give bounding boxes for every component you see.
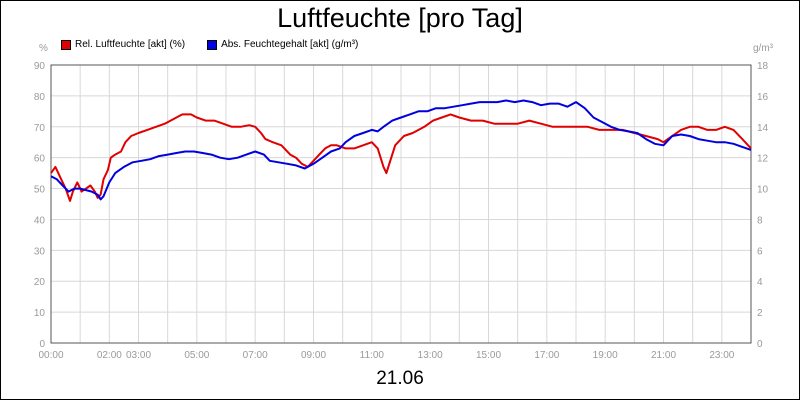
x-tick-label: 09:00 (301, 350, 326, 361)
x-tick-label: 23:00 (709, 350, 734, 361)
y-right-tick-label: 14 (757, 123, 769, 134)
y-right-tick-label: 18 (757, 61, 769, 72)
x-tick-label: 15:00 (476, 350, 501, 361)
y-right-tick-label: 4 (757, 277, 763, 288)
y-left-tick-label: 30 (34, 246, 46, 257)
y-right-tick-label: 6 (757, 246, 763, 257)
y-left-tick-label: 60 (34, 154, 46, 165)
x-tick-label: 17:00 (534, 350, 559, 361)
x-tick-label: 02:00 (97, 350, 122, 361)
x-tick-label: 11:00 (360, 350, 385, 361)
y-right-tick-label: 16 (757, 92, 769, 103)
x-tick-label: 19:00 (593, 350, 618, 361)
y-left-tick-label: 40 (34, 215, 46, 226)
x-tick-label: 05:00 (184, 350, 209, 361)
x-tick-label: 13:00 (418, 350, 443, 361)
x-tick-label: 03:00 (126, 350, 151, 361)
y-left-tick-label: 70 (34, 123, 46, 134)
y-right-tick-label: 8 (757, 215, 763, 226)
y-left-tick-label: 90 (34, 61, 46, 72)
y-left-tick-label: 50 (34, 185, 46, 196)
x-tick-label: 21:00 (651, 350, 676, 361)
x-tick-label: 00:00 (38, 350, 63, 361)
y-right-tick-label: 12 (757, 154, 769, 165)
chart-date-label: 21.06 (1, 368, 799, 390)
y-left-tick-label: 20 (34, 277, 46, 288)
y-left-tick-label: 80 (34, 92, 46, 103)
x-tick-label: 07:00 (243, 350, 268, 361)
y-right-tick-label: 2 (757, 308, 763, 319)
y-left-tick-label: 0 (39, 339, 45, 350)
y-left-tick-label: 10 (34, 308, 46, 319)
y-right-tick-label: 10 (757, 185, 769, 196)
y-right-tick-label: 0 (757, 339, 763, 350)
